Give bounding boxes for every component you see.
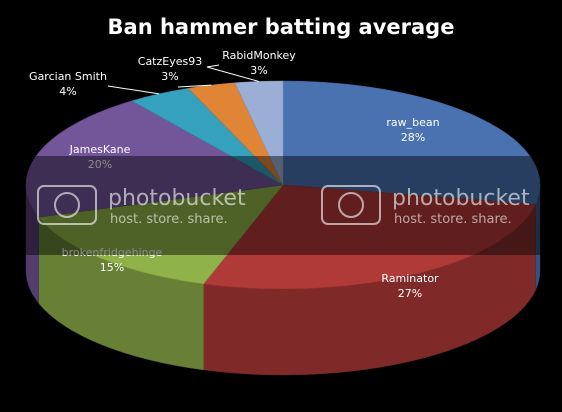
watermark-tagline-left: host. store. share. bbox=[110, 212, 228, 227]
slice-label-raw-bean: raw_bean bbox=[386, 116, 439, 129]
slice-percent-catzeyes93: 3% bbox=[161, 70, 178, 83]
leader-lines bbox=[107, 64, 259, 95]
slice-percent-brokenfridgehinge: 15% bbox=[100, 261, 124, 274]
slice-label-rabidmonkey: RabidMonkey bbox=[222, 49, 296, 62]
watermark-band bbox=[0, 156, 562, 255]
camera-icon bbox=[321, 185, 381, 225]
watermark: photobucket host. store. share. photobuc… bbox=[0, 156, 562, 255]
slice-percent-raminator: 27% bbox=[398, 287, 422, 300]
camera-icon bbox=[37, 185, 97, 225]
leader-line-catzeyes93 bbox=[177, 84, 212, 88]
watermark-tagline-right: host. store. share. bbox=[394, 212, 512, 227]
chart-title: Ban hammer batting average bbox=[108, 15, 455, 39]
leader-line-garcian-smith bbox=[107, 85, 160, 95]
camera-lens-icon bbox=[54, 192, 80, 218]
pie-slice-brokenfridgehinge bbox=[38, 184, 284, 285]
watermark-brand-left: photobucket bbox=[108, 186, 246, 211]
slice-labels: raw_bean 28% Raminator 27% brokenfridgehinge… bbox=[29, 49, 440, 300]
pie-slice-raminator bbox=[203, 184, 536, 290]
slice-percent-raw-bean: 28% bbox=[401, 131, 425, 144]
pie-sides bbox=[25, 184, 541, 376]
pie-slice-jameskane bbox=[25, 100, 284, 218]
slice-label-raminator: Raminator bbox=[381, 272, 439, 285]
slice-label-garcian-smith: Garcian Smith bbox=[29, 70, 107, 83]
watermark-logo-left: photobucket host. store. share. bbox=[37, 185, 246, 227]
slice-percent-rabidmonkey: 3% bbox=[250, 64, 267, 77]
slice-percent-garcian-smith: 4% bbox=[59, 85, 76, 98]
camera-lens-icon bbox=[338, 192, 364, 218]
pie-slice-raw-bean bbox=[282, 80, 541, 205]
slice-label-catzeyes93: CatzEyes93 bbox=[138, 55, 202, 68]
watermark-logo-right: photobucket host. store. share. bbox=[321, 185, 530, 227]
slice-label-brokenfridgehinge: brokenfridgehinge bbox=[62, 246, 163, 259]
watermark-brand-right: photobucket bbox=[392, 186, 530, 211]
slice-label-jameskane: JamesKane bbox=[69, 143, 131, 156]
slice-percent-jameskane: 20% bbox=[88, 158, 112, 171]
pie-tops bbox=[25, 80, 541, 290]
leader-line-rabidmonkey bbox=[206, 64, 259, 82]
